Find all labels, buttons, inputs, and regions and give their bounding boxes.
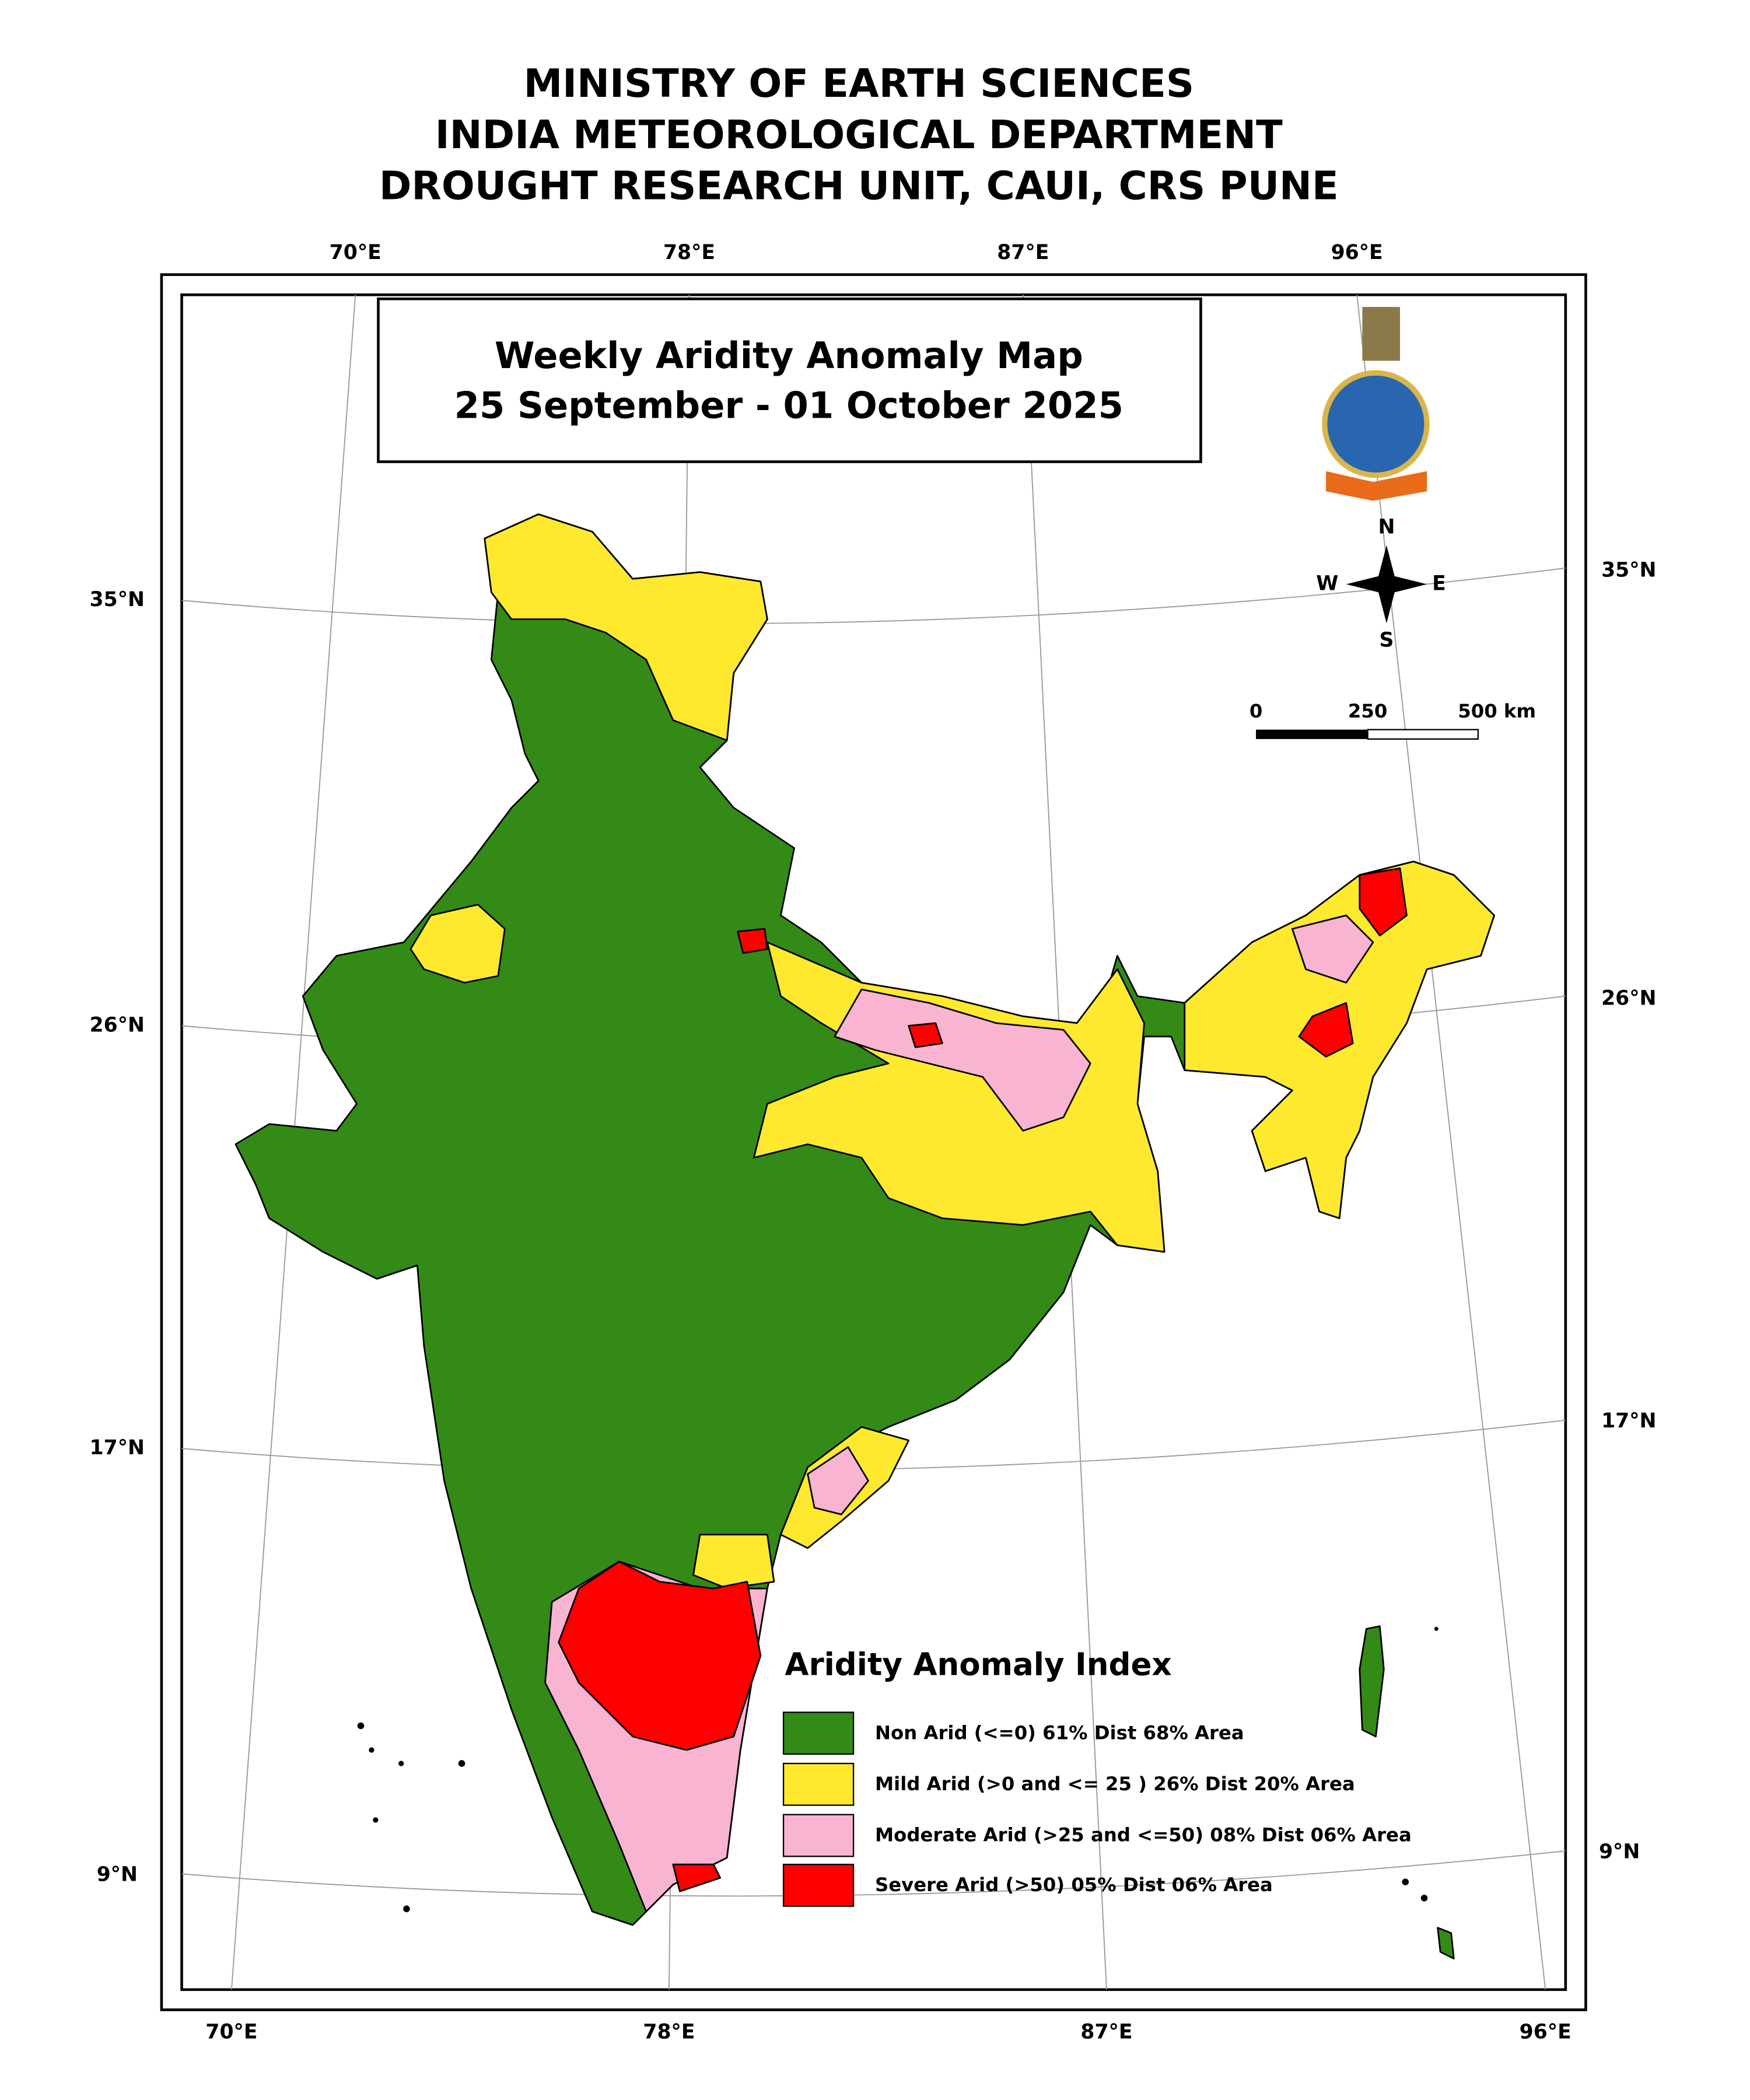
graticule-label: 96°E — [1331, 241, 1383, 264]
graticule-label: 96°E — [1520, 2021, 1572, 2044]
region — [410, 904, 506, 984]
graticule-label: 78°E — [663, 241, 715, 264]
scale-bar: 0 250 500 km — [1250, 700, 1536, 740]
legend-label: Severe Arid (>50) 05% Dist 06% Area — [875, 1874, 1273, 1896]
island — [357, 1722, 365, 1730]
graticule-label: 17°N — [90, 1436, 145, 1460]
graticule-label: 26°N — [1601, 986, 1656, 1010]
graticule-label: 17°N — [1601, 1409, 1656, 1433]
compass-label: N — [1378, 516, 1395, 539]
region — [558, 1560, 762, 1751]
header-line: INDIA METEOROLOGICAL DEPARTMENT — [435, 112, 1283, 158]
title-box — [377, 298, 1202, 463]
island — [373, 1817, 379, 1823]
legend-label: Mild Arid (>0 and <= 25 ) 26% Dist 20% A… — [875, 1773, 1355, 1795]
islands — [357, 1626, 1438, 1913]
island — [403, 1905, 410, 1913]
header-line: DROUGHT RESEARCH UNIT, CAUI, CRS PUNE — [379, 163, 1339, 209]
region — [1292, 914, 1374, 984]
region — [1359, 867, 1408, 937]
legend-label: Moderate Arid (>25 and <=50) 08% Dist 06… — [875, 1824, 1412, 1846]
logo — [1322, 307, 1430, 501]
graticule-label: 87°E — [1080, 2021, 1132, 2044]
graticule-label: 9°N — [1599, 1840, 1640, 1863]
graticule-label: 78°E — [643, 2021, 695, 2044]
island — [1402, 1878, 1409, 1885]
outer-frame — [160, 273, 1587, 2011]
scale-label: 500 km — [1458, 700, 1536, 722]
island — [398, 1760, 404, 1766]
region — [807, 1446, 869, 1516]
region — [1359, 1625, 1385, 1738]
legend-label: Non Arid (<=0) 61% Dist 68% Area — [875, 1721, 1244, 1744]
scale-label: 250 — [1348, 700, 1387, 722]
region — [235, 513, 1495, 1926]
region — [1437, 1927, 1455, 1960]
parallel — [181, 567, 1566, 625]
graticule-label: 9°N — [97, 1863, 138, 1887]
graticule-label: 87°E — [997, 241, 1049, 264]
legend-swatch — [782, 1712, 855, 1755]
legend: Non Arid (<=0) 61% Dist 68% Area Mild Ari… — [782, 1712, 1412, 1907]
graticule-label: 35°N — [1601, 558, 1656, 582]
legend-swatch — [782, 1762, 855, 1806]
map-regions — [235, 513, 1495, 1960]
region — [737, 928, 768, 954]
scale-segment — [1367, 729, 1479, 740]
graticule-labels: 70°E 78°E 87°E 96°E 70°E 78°E 87°E 96°E 35°N 26°N… — [90, 241, 1657, 2044]
region — [908, 1022, 943, 1048]
graticule-label: 70°E — [330, 241, 382, 264]
island — [1434, 1626, 1438, 1631]
compass: N W E S — [1316, 516, 1446, 652]
graticule-label: 70°E — [205, 2021, 257, 2044]
scale-segment — [1256, 729, 1368, 739]
legend-title: Aridity Anomaly Index — [785, 1647, 1171, 1683]
compass-label: W — [1316, 572, 1338, 596]
region — [834, 988, 1091, 1132]
graticule-label: 26°N — [90, 1013, 145, 1037]
island — [458, 1760, 466, 1767]
compass-label: E — [1432, 572, 1446, 596]
island — [369, 1747, 374, 1753]
graticule-label: 35°N — [90, 588, 145, 611]
logo-disc — [1322, 370, 1430, 478]
meridian — [1356, 295, 1546, 1990]
inner-frame — [180, 293, 1567, 1992]
map-subtitle: 25 September - 01 October 2025 — [454, 384, 1124, 426]
legend-swatch — [782, 1814, 855, 1857]
emblem — [1362, 307, 1400, 361]
legend-swatch — [782, 1863, 855, 1907]
logo-ribbon — [1326, 471, 1427, 501]
region — [484, 513, 768, 741]
region — [672, 1863, 721, 1892]
region — [692, 1534, 775, 1590]
island — [1420, 1895, 1428, 1902]
region — [1298, 1002, 1354, 1058]
scale-label: 0 — [1250, 700, 1262, 722]
parallel — [181, 1850, 1566, 1897]
header-line: MINISTRY OF EARTH SCIENCES — [524, 61, 1194, 106]
compass-label: S — [1379, 628, 1394, 652]
map-title: Weekly Aridity Anomaly Map — [495, 334, 1083, 377]
compass-rose — [1346, 545, 1427, 624]
